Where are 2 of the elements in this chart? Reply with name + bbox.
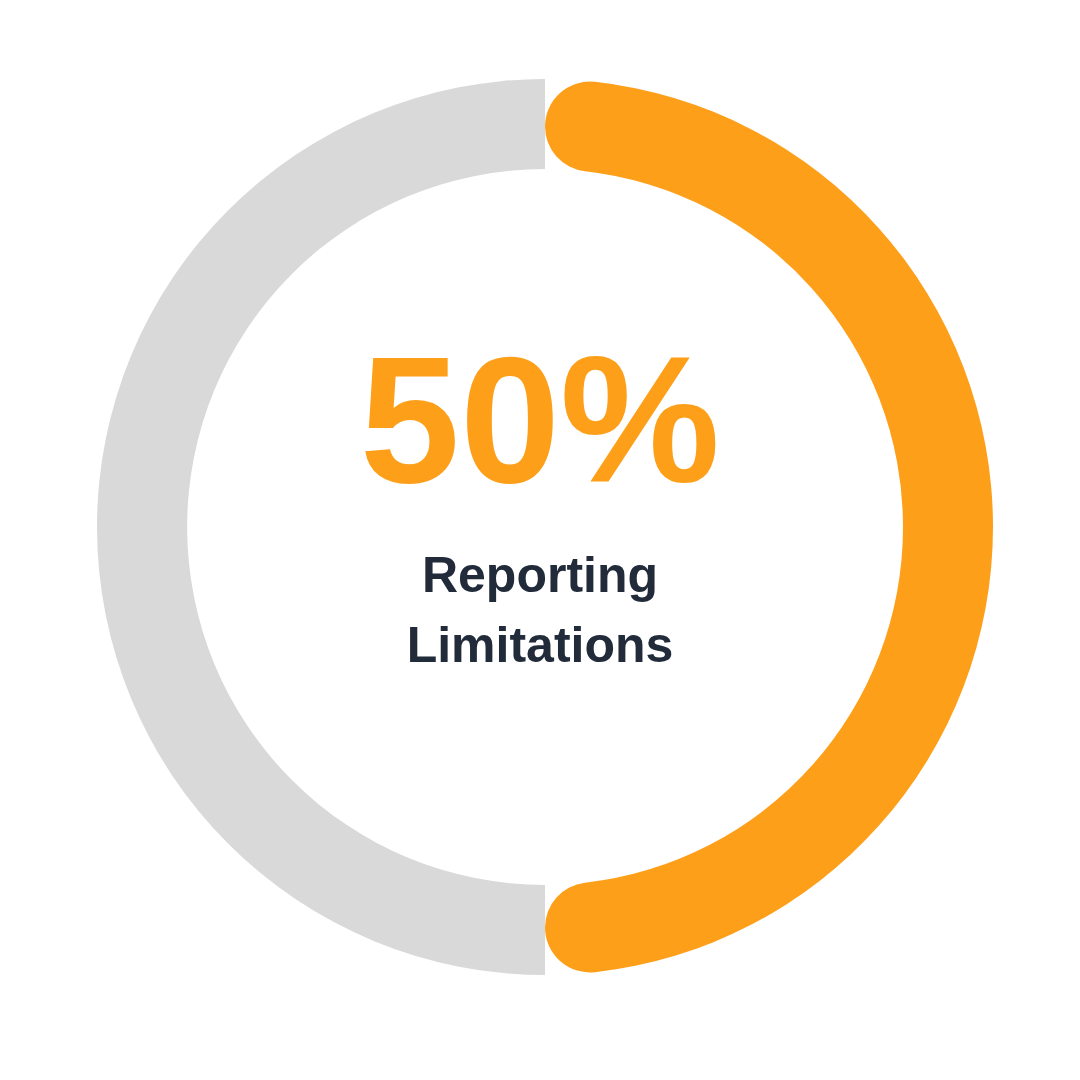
data-label: 50% bbox=[358, 319, 722, 520]
slice-label: Reporting Limitations bbox=[405, 546, 675, 675]
